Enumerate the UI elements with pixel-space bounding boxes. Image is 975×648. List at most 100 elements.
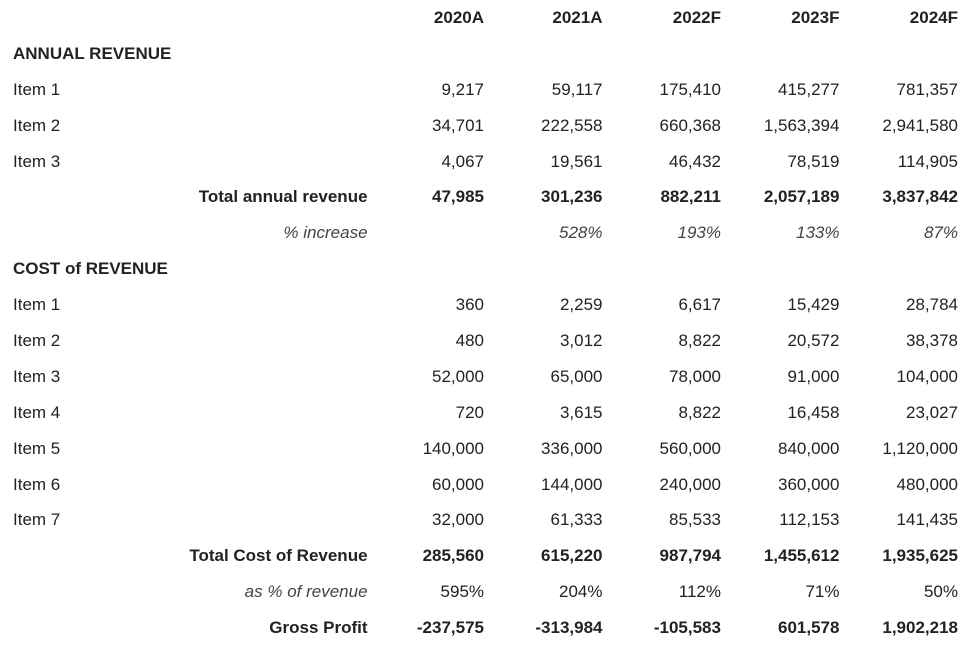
cell-value: 9,217 (441, 79, 485, 99)
cell-value: 285,560 (422, 546, 485, 566)
cell-value: 78,000 (668, 366, 721, 386)
cell-value: 60,000 (432, 474, 485, 494)
cell-value: 615,220 (541, 546, 603, 566)
cell-value: 480,000 (896, 474, 958, 494)
cell-value: 2,941,580 (882, 115, 958, 135)
cell-value: 415,277 (778, 79, 840, 99)
cell-value: 8,822 (678, 402, 721, 422)
cell-value: 16,458 (787, 402, 840, 422)
cell-value: 140,000 (422, 438, 485, 458)
cell-value: 1,902,218 (882, 618, 958, 638)
cell-value: 8,822 (678, 330, 721, 350)
cell-value: 91,000 (787, 366, 840, 386)
table-row: Item 2 34,701 222,558 660,368 1,563,394 … (6, 108, 968, 144)
cell-value: 240,000 (659, 474, 721, 494)
cell-value: 50% (923, 582, 958, 602)
cell-value: 4,067 (441, 151, 485, 171)
cell-value: 3,012 (559, 330, 603, 350)
cell-value: 52,000 (432, 366, 485, 386)
row-label: % increase (283, 223, 368, 243)
cell-value: 3,615 (559, 402, 603, 422)
cell-value: 38,378 (906, 330, 958, 350)
cell-value: 114,905 (897, 151, 958, 171)
section-header-row: ANNUAL REVENUE (6, 36, 968, 72)
cell-value: 360 (455, 295, 485, 315)
column-header: 2023F (791, 7, 840, 27)
gross-profit-row: Gross Profit -237,575 -313,984 -105,583 … (6, 610, 968, 646)
cell-value: 87% (923, 223, 958, 243)
cell-value: 65,000 (550, 366, 603, 386)
cell-value: 882,211 (660, 187, 721, 207)
table-row: Item 3 4,067 19,561 46,432 78,519 114,90… (6, 144, 968, 180)
cell-value: 20,572 (787, 330, 840, 350)
cell-value: 61,333 (550, 510, 603, 530)
cell-value: 59,117 (551, 79, 603, 99)
cell-value: 6,617 (678, 295, 721, 315)
cell-value: 47,985 (432, 187, 485, 207)
header-row: 2020A 2021A 2022F 2023F 2024F (6, 0, 968, 36)
table-row: Item 1 360 2,259 6,617 15,429 28,784 (6, 287, 968, 323)
cell-value: 480 (455, 330, 485, 350)
table-row: Item 2 480 3,012 8,822 20,572 38,378 (6, 323, 968, 359)
row-label: Item 5 (13, 438, 61, 458)
cell-value: 2,259 (559, 295, 603, 315)
cell-value: -105,583 (653, 618, 721, 638)
row-label: Item 7 (13, 510, 61, 530)
cell-value: 601,578 (778, 618, 840, 638)
cell-value: 34,701 (432, 115, 485, 135)
cell-value: 19,561 (550, 151, 603, 171)
cell-value: 1,563,394 (763, 115, 840, 135)
cell-value: 141,435 (896, 510, 958, 530)
cell-value: 781,357 (896, 79, 958, 99)
cell-value: 78,519 (787, 151, 840, 171)
cell-value: 175,410 (659, 79, 721, 99)
row-label: Item 3 (13, 151, 61, 171)
row-label: as % of revenue (244, 582, 368, 602)
financial-table: 2020A 2021A 2022F 2023F 2024F ANNUAL REV… (6, 0, 968, 646)
cell-value: 360,000 (778, 474, 840, 494)
row-label: Item 1 (13, 79, 61, 99)
cell-value (376, 215, 494, 251)
cell-value: 1,120,000 (882, 438, 958, 458)
table-row: Item 3 52,000 65,000 78,000 91,000 104,0… (6, 359, 968, 395)
cell-value: 720 (455, 402, 485, 422)
section-title-annual-revenue: ANNUAL REVENUE (13, 43, 172, 63)
table-row: Item 4 720 3,615 8,822 16,458 23,027 (6, 395, 968, 431)
percent-of-revenue-row: as % of revenue 595% 204% 112% 71% 50% (6, 574, 968, 610)
cell-value: 112% (678, 582, 721, 602)
header-blank (6, 0, 376, 36)
cell-value: 528% (559, 223, 603, 243)
row-label: Item 2 (13, 330, 61, 350)
row-label: Total Cost of Revenue (189, 546, 368, 566)
cell-value: 595% (440, 582, 485, 602)
cell-value: 204% (559, 582, 603, 602)
cell-value: 1,935,625 (882, 546, 958, 566)
cell-value: 104,000 (896, 366, 958, 386)
row-label: Gross Profit (269, 618, 368, 638)
cell-value: -313,984 (535, 618, 603, 638)
table-row: Item 6 60,000 144,000 240,000 360,000 48… (6, 467, 968, 503)
cell-value: 112,153 (779, 510, 840, 530)
cell-value: 15,429 (787, 295, 840, 315)
row-label: Item 4 (13, 402, 61, 422)
column-header: 2024F (909, 7, 958, 27)
column-header: 2021A (552, 7, 603, 27)
section-header-row: COST of REVENUE (6, 251, 968, 287)
row-label: Total annual revenue (198, 187, 368, 207)
column-header: 2022F (672, 7, 721, 27)
cell-value: 144,000 (541, 474, 603, 494)
cell-value: -237,575 (416, 618, 485, 638)
table-row: Item 5 140,000 336,000 560,000 840,000 1… (6, 431, 968, 467)
cell-value: 71% (805, 582, 840, 602)
cell-value: 336,000 (541, 438, 603, 458)
cell-value: 193% (677, 223, 721, 243)
cell-value: 840,000 (778, 438, 840, 458)
cell-value: 85,533 (668, 510, 721, 530)
cell-value: 46,432 (668, 151, 721, 171)
percent-increase-row: % increase 528% 193% 133% 87% (6, 215, 968, 251)
section-title-cost-of-revenue: COST of REVENUE (13, 259, 168, 279)
cell-value: 222,558 (541, 115, 603, 135)
row-label: Item 3 (13, 366, 61, 386)
table-row: Item 1 9,217 59,117 175,410 415,277 781,… (6, 72, 968, 108)
cell-value: 133% (795, 223, 840, 243)
